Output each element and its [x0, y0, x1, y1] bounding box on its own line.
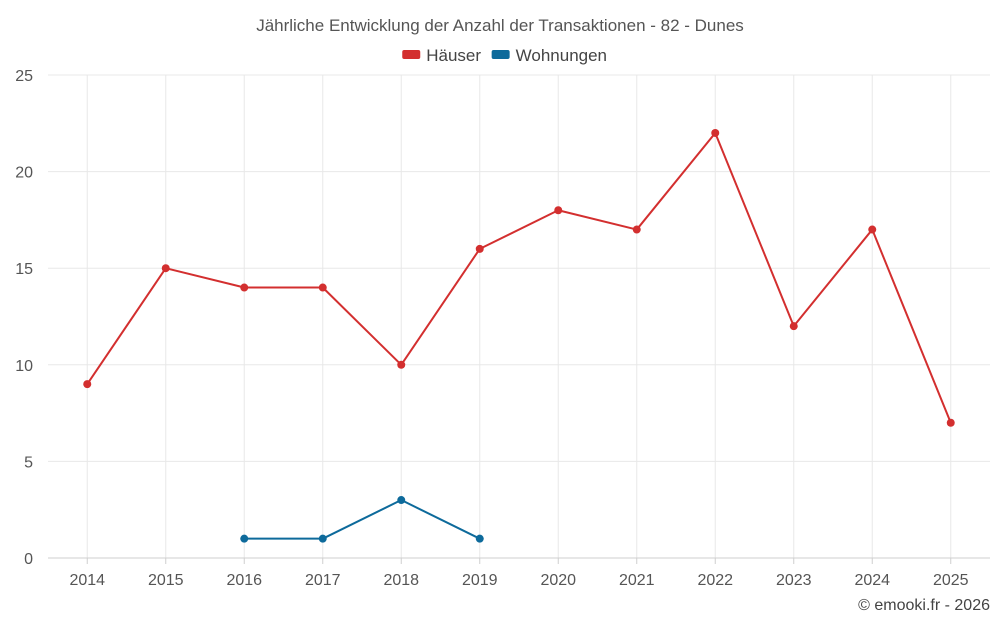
series-0 — [83, 128, 955, 427]
legend-label: Häuser — [426, 46, 481, 65]
series-1 — [240, 496, 484, 543]
x-tick-label: 2018 — [383, 572, 419, 589]
x-tick-label: 2015 — [148, 572, 184, 589]
y-tick-label: 0 — [24, 551, 33, 568]
data-point[interactable] — [397, 360, 406, 369]
data-point[interactable] — [318, 534, 327, 543]
legend-swatch — [491, 50, 510, 59]
data-point[interactable] — [83, 380, 92, 389]
x-tick-label: 2021 — [619, 572, 655, 589]
y-tick-label: 20 — [15, 165, 33, 182]
data-point[interactable] — [711, 128, 720, 137]
series-line — [244, 499, 481, 540]
chart-title: Jährliche Entwicklung der Anzahl der Tra… — [256, 16, 744, 35]
x-tick-label: 2014 — [69, 572, 105, 589]
data-point[interactable] — [946, 418, 955, 427]
data-point[interactable] — [632, 225, 641, 234]
x-tick-label: 2024 — [854, 572, 890, 589]
data-point[interactable] — [475, 534, 484, 543]
data-point[interactable] — [240, 534, 249, 543]
grid — [48, 74, 990, 558]
x-tick-label: 2020 — [540, 572, 576, 589]
x-tick-label: 2023 — [776, 572, 812, 589]
x-tick-label: 2016 — [226, 572, 262, 589]
legend-item[interactable]: Häuser — [402, 46, 481, 65]
series-line — [86, 131, 952, 424]
y-tick-label: 15 — [15, 261, 33, 278]
y-tick-label: 5 — [24, 454, 33, 471]
credit-text: © emooki.fr - 2026 — [858, 597, 990, 614]
x-tick-label: 2017 — [305, 572, 341, 589]
data-point[interactable] — [397, 496, 406, 505]
data-point[interactable] — [475, 244, 484, 253]
y-tick-label: 10 — [15, 358, 33, 375]
data-point[interactable] — [240, 283, 249, 292]
series-layer — [83, 128, 955, 543]
data-point[interactable] — [789, 322, 798, 331]
legend-item[interactable]: Wohnungen — [491, 46, 607, 65]
legend-label: Wohnungen — [516, 46, 607, 65]
data-point[interactable] — [868, 225, 877, 234]
data-point[interactable] — [554, 206, 563, 215]
data-point[interactable] — [161, 264, 170, 273]
legend: Häuser Wohnungen — [402, 46, 607, 65]
y-tick-label: 25 — [15, 68, 33, 85]
legend-swatch — [402, 50, 421, 59]
x-tick-label: 2022 — [697, 572, 733, 589]
x-tick-label: 2019 — [462, 572, 498, 589]
data-point[interactable] — [318, 283, 327, 292]
x-tick-label: 2025 — [933, 572, 969, 589]
